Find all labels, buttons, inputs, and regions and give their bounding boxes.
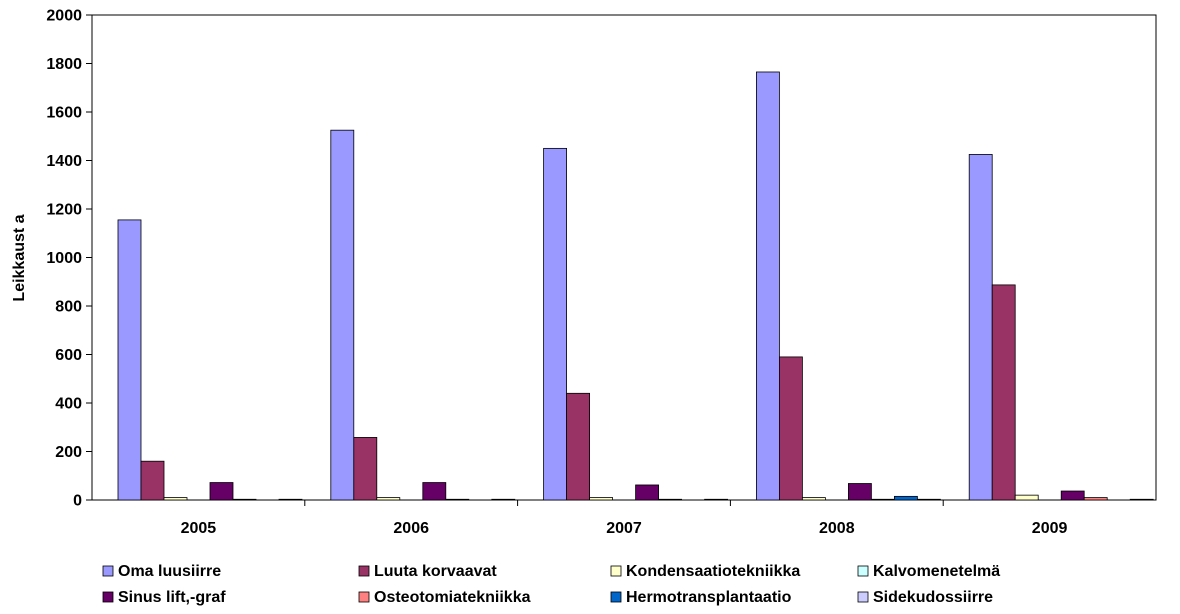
plot-area [91, 14, 1157, 501]
y-axis: 0 200 400 600 800 1000 1200 1400 1600 1800 2000 [46, 8, 92, 510]
bar-oma-luusiirre-2005 [117, 219, 142, 501]
bar-sidekudossiirre-2008 [917, 498, 941, 501]
bar-luuta-korvaavat-2008 [779, 356, 803, 501]
bar-oma-luusiirre-2007 [543, 147, 567, 501]
y-tick-label: 1200 [46, 202, 82, 219]
y-tick-label: 0 [73, 493, 82, 510]
legend-label: Kalvomenetelmä [873, 563, 1000, 580]
legend-swatch [102, 591, 114, 603]
y-tick-label: 600 [55, 347, 82, 364]
legend-swatch [358, 591, 370, 603]
legend-label: Kondensaatiotekniikka [626, 563, 800, 580]
bar-kondensaatiotekniikka-2009 [1014, 494, 1039, 501]
bar-sinus-lift-graf-2005 [209, 482, 234, 501]
bar-osteotomiatekniikka-2005 [232, 498, 257, 501]
legend-swatch [102, 565, 114, 577]
legend-label: Sinus lift,-graf [118, 589, 226, 606]
y-tick-label: 1800 [46, 56, 82, 73]
x-tick-label: 2009 [1032, 520, 1068, 537]
bar-sidekudossiirre-2006 [491, 498, 516, 501]
bar-hermotransplantaatio-2008 [894, 495, 918, 501]
bar-sinus-lift-graf-2007 [635, 484, 659, 501]
legend-label: Osteotomiatekniikka [374, 589, 531, 606]
x-tick-label: 2005 [181, 520, 217, 537]
y-tick-label: 1000 [46, 250, 82, 267]
bar-sinus-lift-graf-2006 [422, 482, 447, 501]
legend-swatch [358, 565, 370, 577]
bar-kondensaatiotekniikka-2007 [589, 497, 613, 501]
bar-osteotomiatekniikka-2007 [658, 498, 682, 501]
x-tick-label: 2007 [606, 520, 642, 537]
legend-label: Hermotransplantaatio [626, 589, 792, 606]
bar-kondensaatiotekniikka-2006 [376, 497, 401, 501]
bar-kondensaatiotekniikka-2005 [163, 497, 188, 501]
y-tick-label: 1600 [46, 105, 82, 122]
bar-oma-luusiirre-2009 [968, 154, 993, 501]
bar-luuta-korvaavat-2007 [566, 392, 590, 501]
y-tick-label: 400 [55, 396, 82, 413]
legend: Oma luusiirre Luuta korvaavat Kondensaatio… [102, 563, 1000, 606]
y-axis-title: Leikkaust a [11, 214, 28, 301]
y-tick-label: 800 [55, 299, 82, 316]
legend-swatch [610, 565, 622, 577]
legend-label: Sidekudossiirre [873, 589, 993, 606]
bar-oma-luusiirre-2006 [330, 129, 355, 501]
y-tick-label: 1400 [46, 153, 82, 170]
bar-osteotomiatekniikka-2008 [871, 498, 895, 501]
bar-osteotomiatekniikka-2006 [445, 498, 470, 501]
bar-oma-luusiirre-2008 [756, 71, 780, 501]
x-tick-label: 2008 [819, 520, 855, 537]
legend-swatch [857, 565, 869, 577]
y-tick-label: 2000 [46, 8, 82, 25]
bar-osteotomiatekniikka-2009 [1083, 497, 1108, 501]
bar-sinus-lift-graf-2008 [848, 483, 872, 501]
bar-sidekudossiirre-2007 [704, 498, 728, 501]
bar-sinus-lift-graf-2009 [1060, 490, 1085, 501]
legend-swatch [857, 591, 869, 603]
legend-swatch [610, 591, 622, 603]
bar-kondensaatiotekniikka-2008 [802, 497, 826, 501]
bar-luuta-korvaavat-2006 [353, 437, 378, 501]
bar-luuta-korvaavat-2005 [140, 460, 165, 501]
bar-sidekudossiirre-2005 [278, 498, 303, 501]
x-axis: 2005 2006 2007 2008 2009 [181, 500, 1068, 537]
legend-label: Oma luusiirre [118, 563, 221, 580]
bar-sidekudossiirre-2009 [1129, 498, 1154, 501]
y-tick-label: 200 [55, 444, 82, 461]
bar-luuta-korvaavat-2009 [991, 284, 1016, 501]
x-tick-label: 2006 [393, 520, 429, 537]
legend-label: Luuta korvaavat [374, 563, 497, 580]
